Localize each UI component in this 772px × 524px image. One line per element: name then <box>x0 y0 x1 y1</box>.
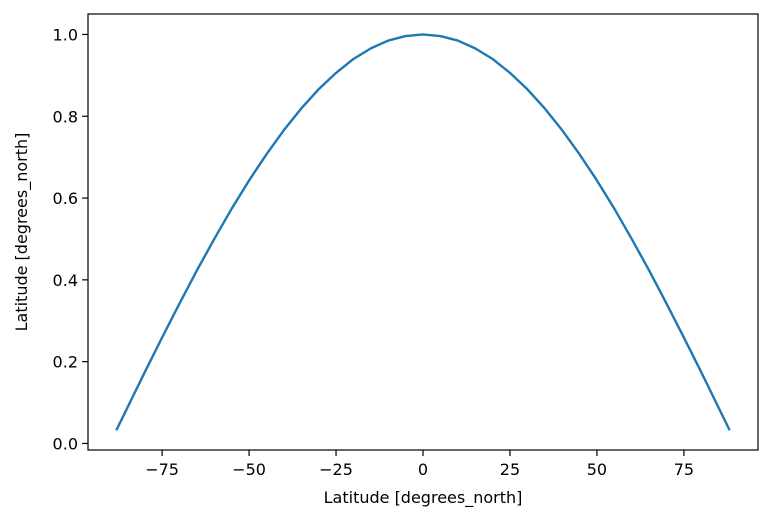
x-tick-label: 75 <box>674 460 694 479</box>
y-axis: 0.0 0.2 0.4 0.6 0.8 1.0 <box>53 25 88 453</box>
x-tick-label: −25 <box>319 460 353 479</box>
x-axis-label: Latitude [degrees_north] <box>324 488 523 508</box>
y-tick-label: 0.4 <box>53 271 78 290</box>
x-tick-label: 25 <box>500 460 520 479</box>
plot-area <box>88 14 758 450</box>
y-axis-label: Latitude [degrees_north] <box>12 133 32 332</box>
x-tick-label: 50 <box>587 460 607 479</box>
x-tick-label: −50 <box>232 460 266 479</box>
x-tick-label: 0 <box>418 460 428 479</box>
x-tick-label: −75 <box>145 460 179 479</box>
plot-frame <box>87 13 759 451</box>
y-tick-label: 0.0 <box>53 434 78 453</box>
y-tick-label: 0.8 <box>53 107 78 126</box>
x-axis: −75 −50 −25 0 25 50 75 <box>145 450 694 479</box>
series-line-0 <box>115 33 731 431</box>
y-tick-label: 0.2 <box>53 353 78 372</box>
y-tick-label: 0.6 <box>53 189 78 208</box>
series-layer <box>115 33 731 431</box>
y-tick-label: 1.0 <box>53 25 78 44</box>
